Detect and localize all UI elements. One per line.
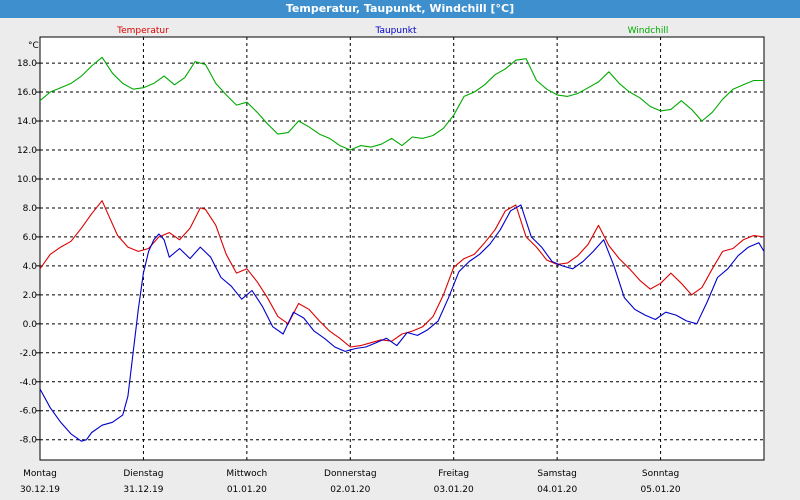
chart-title: Temperatur, Taupunkt, Windchill [°C] (0, 0, 800, 18)
series-group (39, 56, 765, 442)
plot-area (39, 36, 765, 461)
y-tick-label: 12.0 (17, 146, 37, 156)
y-tick-label: 6.0 (23, 233, 38, 243)
x-axis: Montag 30.12.19 Dienstag 31.12.19 Mittwoch 01… (20, 469, 681, 495)
date-label: 31.12.19 (123, 485, 163, 495)
y-tick-label: -4.0 (19, 378, 37, 388)
y-tick-label: 8.0 (23, 204, 38, 214)
y-axis-unit: °C (28, 41, 39, 51)
day-label: Mittwoch (226, 469, 267, 479)
series-line-taupunkt (39, 204, 765, 442)
legend-item-windchill: Windchill (628, 26, 669, 36)
grid (40, 37, 764, 460)
day-label: Samstag (537, 469, 576, 479)
series-line-windchill (39, 56, 764, 151)
y-tick-label: 2.0 (23, 291, 38, 301)
date-label: 30.12.19 (20, 485, 60, 495)
legend-item-temperatur: Temperatur (116, 26, 169, 36)
date-label: 01.01.20 (227, 485, 267, 495)
y-tick-label: 16.0 (17, 88, 37, 98)
date-label: 04.01.20 (537, 485, 577, 495)
day-label: Sonntag (642, 469, 679, 479)
day-label: Dienstag (123, 469, 163, 479)
y-tick-label: 18.0 (17, 59, 37, 69)
date-label: 03.01.20 (434, 485, 474, 495)
chart: 18.0 16.0 14.0 12.0 10.0 8.0 6.0 4.0 2.0 0.0 -2.0 -… (17, 26, 765, 495)
date-label: 02.01.20 (330, 485, 370, 495)
date-label: 05.01.20 (641, 485, 681, 495)
y-tick-label: 0.0 (23, 320, 38, 330)
y-tick-label: 10.0 (17, 175, 37, 185)
legend-item-taupunkt: Taupunkt (374, 26, 417, 36)
y-tick-label: -2.0 (19, 349, 37, 359)
y-tick-label: -8.0 (19, 436, 37, 446)
day-label: Donnerstag (324, 469, 377, 479)
series-line-temperatur (39, 200, 765, 348)
y-tick-label: 14.0 (17, 117, 37, 127)
day-label: Montag (23, 469, 57, 479)
legend: Temperatur Taupunkt Windchill (116, 26, 668, 36)
y-tick-label: -6.0 (19, 407, 37, 417)
y-tick-label: 4.0 (23, 262, 38, 272)
day-label: Freitag (438, 469, 469, 479)
y-axis: 18.0 16.0 14.0 12.0 10.0 8.0 6.0 4.0 2.0 0.0 -2.0 -… (17, 59, 40, 446)
